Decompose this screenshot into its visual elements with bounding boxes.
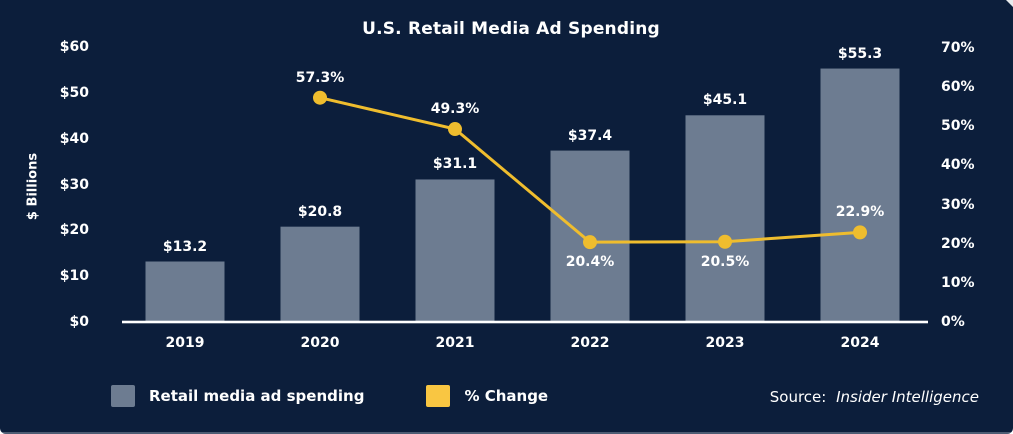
line-series-swatch	[426, 385, 451, 407]
source-name: Insider Intelligence	[836, 388, 979, 406]
legend-label: Retail media ad spending	[149, 387, 365, 405]
pct-change-marker-2021	[448, 122, 462, 137]
pct-change-marker-2023	[718, 234, 732, 249]
chart-title: U.S. Retail Media Ad Spending	[362, 19, 660, 39]
x-axis-line	[122, 320, 928, 324]
bar-2024	[820, 68, 900, 322]
chart-legend: Retail media ad spending % Change	[111, 385, 548, 407]
bar-2021	[415, 179, 495, 321]
bar-series-swatch	[111, 385, 135, 407]
bar-2023	[685, 115, 765, 322]
legend-item-retail-media: Retail media ad spending	[111, 385, 364, 407]
bar-2019	[145, 261, 225, 321]
corner-fold-artifact	[1006, 0, 1013, 7]
pct-change-marker-2022	[583, 235, 597, 250]
bar-2020	[280, 226, 360, 321]
bottom-edge-line	[0, 432, 1013, 434]
source-prefix: Source:	[769, 388, 827, 406]
legend-item-pct-change: % Change	[426, 385, 548, 407]
source-attribution: Source: Insider Intelligence	[770, 388, 979, 406]
pct-change-marker-2024	[853, 225, 867, 240]
legend-label: % Change	[464, 387, 549, 405]
pct-change-marker-2020	[313, 90, 327, 105]
